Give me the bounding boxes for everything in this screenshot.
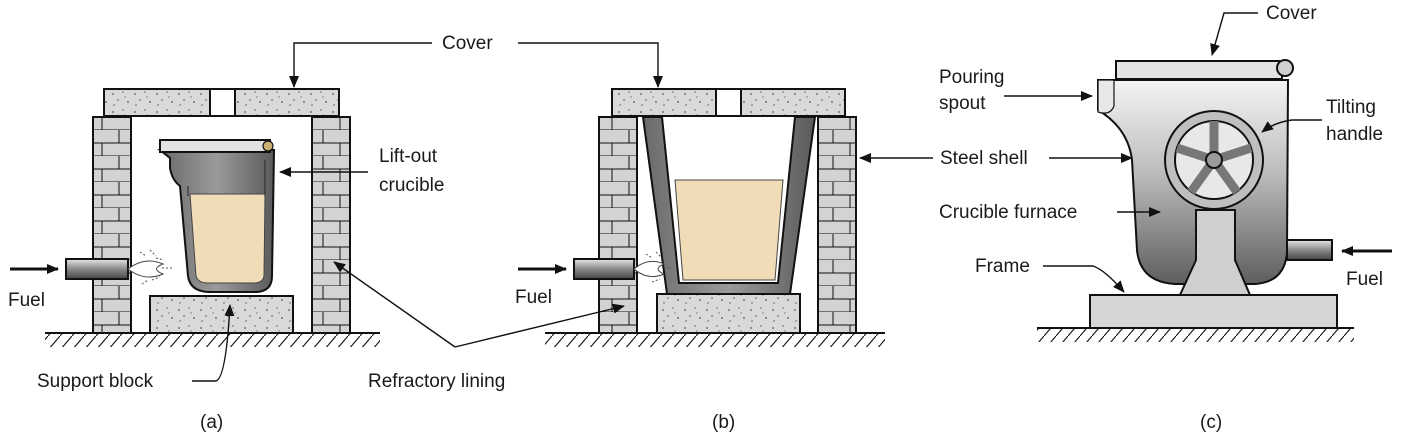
pouring-spout-c (1097, 79, 1115, 114)
refractory-wall-right-b (817, 116, 857, 334)
label-pouring-c: Pouring (939, 67, 1005, 88)
support-block-a (149, 295, 294, 334)
caption-c: (c) (1200, 412, 1222, 433)
label-steel-shell: Steel shell (940, 148, 1028, 169)
label-crucible-a: crucible (379, 175, 444, 196)
refractory-wall-left-a (92, 116, 132, 334)
leader-refractory-a (333, 261, 456, 348)
ground-a (45, 332, 380, 347)
cover-c (1115, 60, 1283, 80)
panel-c: Cover Pouring spout Steel shell Crucible… (939, 3, 1392, 433)
label-frame-c: Frame (975, 256, 1030, 277)
lift-out-crucible-a (157, 139, 276, 293)
leader-support-a (192, 304, 235, 382)
label-support-block-a: Support block (37, 371, 154, 392)
panel-b: Fuel (b) (454, 42, 933, 433)
leader-cover-a (289, 42, 432, 88)
crucible-lid-a (159, 139, 271, 153)
ground-c (1037, 327, 1354, 342)
leader-frame-c (1043, 265, 1125, 293)
fixed-crucible-b (641, 116, 817, 295)
lid-hinge-a (262, 140, 274, 152)
ground-b (545, 332, 885, 347)
cover-slab-left-a (103, 88, 211, 117)
refractory-wall-right-a (311, 116, 351, 334)
leader-cover-c (1210, 12, 1258, 56)
fuel-burner-a (65, 249, 172, 285)
support-block-b (656, 293, 801, 334)
label-cover-c: Cover (1266, 3, 1317, 24)
label-cover-ab: Cover (442, 33, 493, 54)
refractory-wall-left-b (598, 116, 638, 334)
caption-a: (a) (200, 412, 223, 433)
label-crucible-furnace-c: Crucible furnace (939, 202, 1077, 223)
cover-slab-left-b (611, 88, 717, 117)
leader-cover-b (518, 42, 663, 88)
frame-pedestal-c (1178, 209, 1252, 296)
leader-refractory-b (454, 303, 625, 348)
cover-vent-a (209, 88, 236, 117)
caption-b: (b) (712, 412, 735, 433)
label-handle-c: handle (1326, 124, 1383, 145)
molten-metal-a (189, 193, 266, 284)
panel-a: Lift-out crucible Fuel Support block (a) (8, 42, 456, 433)
cover-slab-right-b (740, 88, 846, 117)
label-fuel-a: Fuel (8, 290, 45, 311)
cover-hinge-c (1276, 59, 1294, 77)
label-spout-c: spout (939, 93, 986, 114)
label-lift-out-a: Lift-out (379, 146, 438, 167)
fuel-burner-b (573, 251, 672, 283)
label-tilting-c: Tilting (1326, 97, 1376, 118)
label-fuel-b: Fuel (515, 287, 552, 308)
frame-base-c (1089, 294, 1338, 329)
leader-handle-c (1261, 119, 1322, 133)
molten-metal-b (674, 179, 784, 281)
label-fuel-c: Fuel (1346, 269, 1383, 290)
fuel-pipe-c (1286, 239, 1333, 261)
tilting-handle-c (1164, 110, 1264, 210)
cover-slab-right-a (234, 88, 340, 117)
cover-vent-b (715, 88, 742, 117)
label-refractory-lining: Refractory lining (368, 371, 505, 392)
